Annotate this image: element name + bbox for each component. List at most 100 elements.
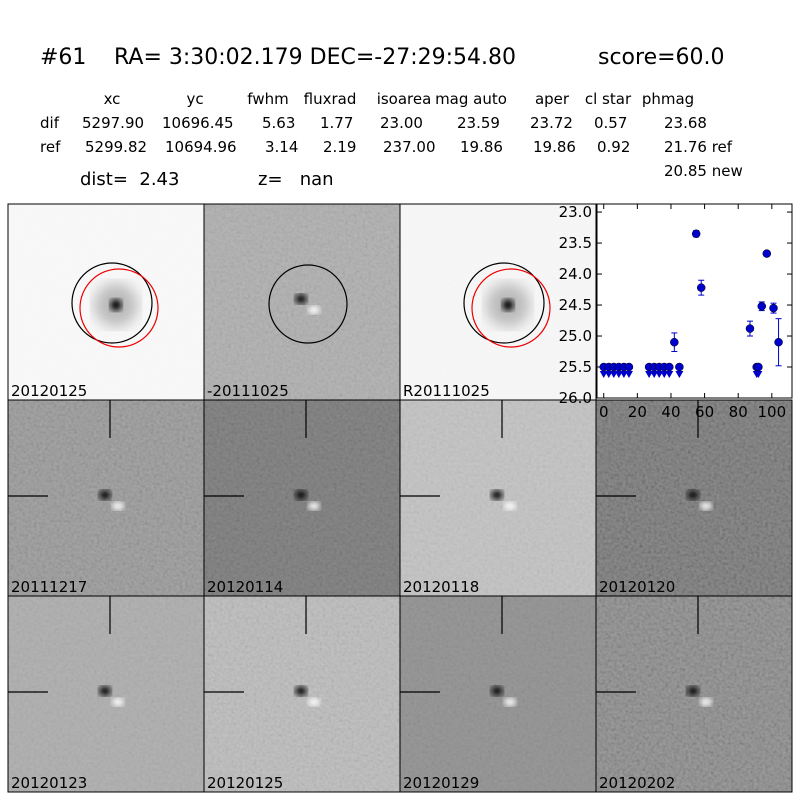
column-header: mag auto <box>435 90 507 108</box>
y-tick-label: 25.0 <box>559 327 592 345</box>
table-cell: 5299.82 <box>85 138 147 156</box>
row-label: dif <box>40 114 60 132</box>
redshift: z= nan <box>258 169 334 190</box>
stamp-label: 20120120 <box>599 578 675 596</box>
residual-dark <box>99 686 111 696</box>
y-tick-label: 24.5 <box>559 296 592 314</box>
column-header: fluxrad <box>304 90 357 108</box>
stamp: -20111025 <box>203 203 401 401</box>
residual-dark <box>491 490 503 500</box>
x-tick-label: 100 <box>758 403 787 421</box>
residual-light <box>308 306 320 314</box>
x-tick-label: 0 <box>599 403 609 421</box>
y-tick-label: 26.0 <box>559 389 592 407</box>
residual-light <box>308 698 320 706</box>
residual-light <box>504 502 516 510</box>
upper-limit-arrow <box>645 371 654 379</box>
stamp-label: 20120125 <box>207 774 283 792</box>
residual-light <box>308 502 320 510</box>
residual-light <box>700 698 712 706</box>
detection <box>696 283 706 292</box>
table-cell: 19.86 <box>460 138 503 156</box>
x-tick-label: 80 <box>729 403 748 421</box>
stamp-label: -20111025 <box>207 382 289 400</box>
residual-light <box>504 698 516 706</box>
score: score=60.0 <box>598 45 725 70</box>
upper-limit-arrow <box>675 371 684 379</box>
upper-limit-arrow <box>624 371 633 379</box>
upper-limit-arrow <box>599 371 608 379</box>
column-header: isoarea <box>377 90 432 108</box>
residual-dark <box>99 490 111 500</box>
stamp-frame <box>595 595 793 793</box>
detection <box>670 337 679 347</box>
upper-limit-arrow <box>650 371 659 379</box>
stamp-grid: 20120125 -20111025 R20111025 20111217 201201… <box>7 203 793 793</box>
upper-limit-arrow <box>619 371 628 379</box>
detection <box>762 249 772 258</box>
y-tick-label: 25.5 <box>559 358 592 376</box>
y-tick-label: 23.0 <box>559 203 592 221</box>
table-cell: 237.00 <box>383 138 436 156</box>
table-cell: 0.57 <box>594 114 627 132</box>
aperture <box>71 262 153 344</box>
new-mag: 20.85 new <box>664 162 743 180</box>
residual-dark <box>295 294 307 304</box>
upper-limit-arrow <box>665 371 674 379</box>
stamp-label: 20120123 <box>11 774 87 792</box>
coordinates: RA= 3:30:02.179 DEC=-27:29:54.80 <box>114 45 516 70</box>
table-cell: 19.86 <box>533 138 576 156</box>
upper-limit-arrow <box>660 371 669 379</box>
upper-limit-arrow <box>754 371 763 379</box>
stamp: 20120125 <box>7 203 205 401</box>
column-header: cl star <box>585 90 632 108</box>
upper-limit-arrow <box>614 371 623 379</box>
x-tick-label: 20 <box>628 403 647 421</box>
residual-light <box>700 502 712 510</box>
upper-limit <box>754 362 763 372</box>
stamp-label: 20120129 <box>403 774 479 792</box>
light-curve: 23.0 23.5 24.0 24.5 25.0 25.5 26.0 0 20 40 60 80 100 <box>559 203 793 421</box>
table-cell: 23.68 <box>664 114 707 132</box>
stamp: 20120114 <box>203 399 401 597</box>
source <box>110 299 122 311</box>
residual-dark <box>295 686 307 696</box>
table-cell: 23.72 <box>530 114 573 132</box>
stamp: 20120129 <box>399 595 597 793</box>
table-cell: 5297.90 <box>82 114 144 132</box>
residual-light <box>112 698 124 706</box>
table-cell: 3.14 <box>265 138 298 156</box>
residual-dark <box>687 490 699 500</box>
detection <box>745 324 755 333</box>
column-header: yc <box>186 90 203 108</box>
table-cell: 0.92 <box>597 138 630 156</box>
upper-limit-arrow <box>609 371 618 379</box>
detection <box>691 229 701 239</box>
upper-limit <box>675 362 684 372</box>
stamp-label: R20111025 <box>403 382 490 400</box>
y-tick-label: 24.0 <box>559 265 592 283</box>
column-header: phmag <box>642 90 694 108</box>
ref-aperture <box>471 268 551 348</box>
source <box>502 299 514 311</box>
upper-limit-arrow <box>655 371 664 379</box>
residual-dark <box>295 490 307 500</box>
table-cell: 2.19 <box>323 138 356 156</box>
upper-limit-arrow <box>604 371 613 379</box>
stamp: 20111217 <box>7 399 205 597</box>
column-header: aper <box>535 90 570 108</box>
residual-dark <box>491 686 503 696</box>
residual-dark <box>687 686 699 696</box>
detection <box>757 302 766 311</box>
column-header: xc <box>104 90 121 108</box>
stamp: 20120118 <box>399 399 597 597</box>
aperture <box>463 262 545 344</box>
distance: dist= 2.43 <box>80 169 179 190</box>
stamp-label: 20120125 <box>11 382 87 400</box>
residual-light <box>112 502 124 510</box>
stamp: R20111025 <box>399 203 597 401</box>
x-tick-label: 40 <box>661 403 680 421</box>
stamp-label: 20120118 <box>403 578 479 596</box>
upper-limit <box>624 362 634 372</box>
